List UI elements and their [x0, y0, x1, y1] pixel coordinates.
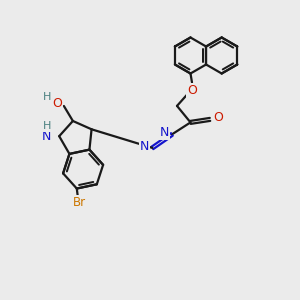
Text: O: O: [188, 84, 197, 98]
Text: N: N: [140, 140, 149, 153]
Text: Br: Br: [73, 196, 86, 209]
Text: O: O: [213, 111, 223, 124]
Text: H: H: [43, 92, 52, 102]
Text: N: N: [42, 130, 51, 143]
Text: N: N: [159, 126, 169, 139]
Text: O: O: [52, 97, 62, 110]
Text: H: H: [42, 121, 51, 131]
